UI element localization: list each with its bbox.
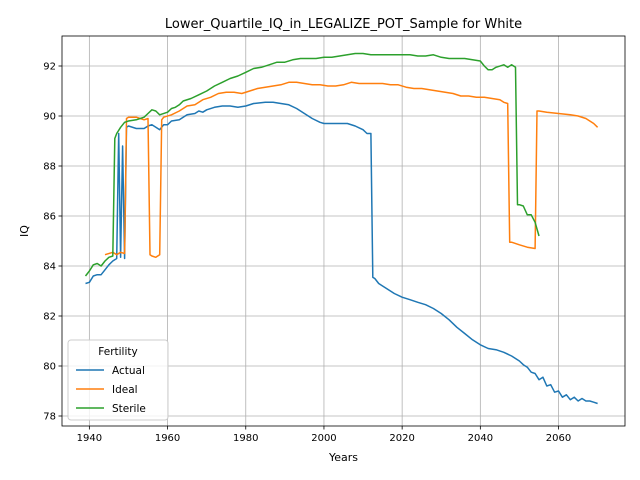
y-tick-label: 80 [43, 362, 56, 373]
x-tick-label: 2060 [546, 433, 571, 444]
legend-box [67, 339, 169, 421]
y-tick-label: 82 [43, 312, 56, 323]
series-line-ideal [104, 81, 599, 259]
x-tick-label: 1940 [77, 433, 102, 444]
axis-ticks: 1940 1960 1980 2000 2020 2040 2060 78 80 82 84 86 88… [43, 62, 571, 445]
x-tick-label: 1980 [233, 433, 258, 444]
x-tick-label: 1960 [155, 433, 180, 444]
plot-frame [61, 35, 626, 427]
series-lines [84, 52, 599, 405]
y-tick-label: 78 [43, 412, 56, 423]
x-axis-label: Years [328, 451, 358, 464]
y-tick-label: 92 [43, 62, 56, 73]
y-tick-label: 86 [43, 212, 56, 223]
legend-label-sterile: Sterile [112, 403, 146, 415]
x-tick-label: 2000 [311, 433, 336, 444]
legend-title: Fertility [98, 346, 137, 358]
y-axis-label: IQ [18, 225, 31, 237]
y-tick-label: 90 [43, 112, 56, 123]
x-tick-label: 2040 [468, 433, 493, 444]
series-line-sterile [84, 52, 540, 277]
y-tick-label: 84 [43, 262, 56, 273]
legend: Fertility Actual Ideal Sterile [67, 339, 169, 421]
x-tick-label: 2020 [389, 433, 414, 444]
y-tick-label: 88 [43, 162, 56, 173]
chart-title: Lower_Quartile_IQ_in_LEGALIZE_POT_Sample… [165, 17, 522, 32]
legend-label-ideal: Ideal [112, 384, 138, 396]
legend-label-actual: Actual [112, 365, 145, 377]
series-line-actual [85, 101, 598, 405]
